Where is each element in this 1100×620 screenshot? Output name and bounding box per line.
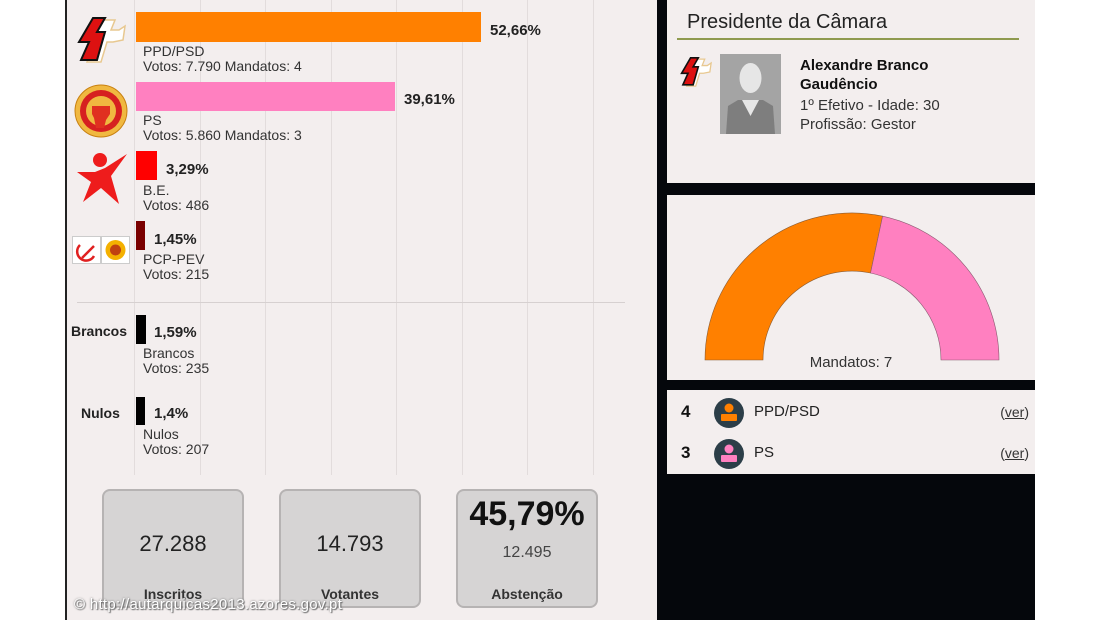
stat-abstencao: 45,79% 12.495 Abstenção [456, 489, 598, 608]
pct-nulos: 1,4% [154, 405, 189, 422]
grid-line [134, 0, 135, 475]
right-column: Presidente da Câmara Alexandre Branco Ga… [667, 0, 1035, 620]
party-name: PCP-PEV [143, 251, 205, 267]
seat-party-name: PPD/PSD [754, 403, 820, 420]
psd-arrow-logo-icon [75, 12, 131, 68]
votantes-label: Votantes [320, 586, 380, 602]
grid-line [593, 0, 594, 475]
bar-be [136, 151, 157, 180]
grid-line [396, 0, 397, 475]
president-info: 1º Efetivo - Idade: 30 Profissão: Gestor [800, 96, 940, 134]
label-be: B.E. Votos: 486 [143, 183, 209, 213]
grid-line [200, 0, 201, 475]
stat-inscritos: 27.288 Inscritos [102, 489, 244, 608]
ver-link-text[interactable]: ver [1004, 445, 1025, 461]
person-icon [714, 398, 744, 428]
ver-link-ppd-psd[interactable]: (ver) [1000, 404, 1029, 420]
president-name-line1: Alexandre Branco [800, 57, 929, 74]
party-name: PPD/PSD [143, 43, 205, 59]
pct-be: 3,29% [166, 161, 209, 178]
seats-list-card: 4 PPD/PSD (ver) 3 PS (ver) [667, 390, 1035, 474]
other-votes: Votos: 207 [143, 441, 210, 457]
bar-nulos [136, 397, 145, 425]
bar-ppd-psd [136, 12, 481, 42]
seat-row-ppd-psd: 4 PPD/PSD (ver) [667, 391, 1035, 431]
abstencao-pct: 45,79% [469, 495, 585, 533]
label-ps: PS Votos: 5.860 Mandatos: 3 [143, 113, 302, 143]
ver-link-ps[interactable]: (ver) [1000, 445, 1029, 461]
bar-pcp-pev [136, 221, 145, 250]
be-star-logo-icon [75, 150, 131, 208]
ver-link-text[interactable]: ver [1004, 404, 1025, 420]
pct-ps: 39,61% [404, 91, 455, 108]
seats-half-donut-chart [704, 212, 1000, 361]
stat-votantes: 14.793 Votantes [279, 489, 421, 608]
other-name: Brancos [143, 345, 195, 361]
label-brancos: Brancos Votos: 235 [143, 346, 209, 376]
seat-count: 3 [681, 443, 691, 462]
person-icon [714, 439, 744, 469]
other-votes: Votos: 235 [143, 360, 210, 376]
party-votes: Votos: 215 [143, 266, 210, 282]
president-title: Presidente da Câmara [687, 11, 888, 33]
separator-line [77, 302, 625, 303]
grid-line [462, 0, 463, 475]
votantes-value: 14.793 [316, 531, 384, 556]
ps-fist-logo-icon [74, 84, 128, 138]
side-label-nulos: Nulos [81, 405, 120, 421]
panel-divider [657, 0, 667, 620]
label-ppd-psd: PPD/PSD Votos: 7.790 Mandatos: 4 [143, 44, 302, 74]
bar-ps [136, 82, 395, 111]
president-card: Presidente da Câmara Alexandre Branco Ga… [667, 0, 1035, 183]
seats-chart-card: Mandatos: 7 [667, 195, 1035, 380]
other-name: Nulos [143, 426, 179, 442]
pct-pcp-pev: 1,45% [154, 231, 197, 248]
president-photo-placeholder [720, 54, 781, 134]
cdu-hammer-sickle-sunflower-logo-icon [72, 236, 130, 264]
grid-line [331, 0, 332, 475]
bar-brancos [136, 315, 146, 344]
seat-party-name: PS [754, 444, 775, 461]
seat-row-ps: 3 PS (ver) [667, 432, 1035, 472]
inscritos-value: 27.288 [139, 531, 207, 556]
party-votes: Votos: 5.860 Mandatos: 3 [143, 127, 302, 143]
seat-count: 4 [681, 402, 691, 421]
grid-line [265, 0, 266, 475]
abstencao-value: 12.495 [502, 544, 552, 561]
mandatos-total: Mandatos: 7 [809, 354, 893, 371]
grid-line [527, 0, 528, 475]
party-name: PS [143, 112, 162, 128]
psd-arrow-logo-icon [679, 54, 715, 90]
president-name: Alexandre Branco Gaudêncio [800, 56, 928, 94]
label-pcp-pev: PCP-PEV Votos: 215 [143, 252, 209, 282]
watermark-text: © http://autarquicas2013.azores.gov.pt [74, 596, 343, 613]
inscritos-label: Inscritos [143, 586, 203, 602]
pct-brancos: 1,59% [154, 324, 197, 341]
president-name-line2: Gaudêncio [800, 76, 878, 93]
label-nulos: Nulos Votos: 207 [143, 427, 209, 457]
abstencao-label: Abstenção [491, 586, 563, 602]
pct-ppd-psd: 52,66% [490, 22, 541, 39]
title-underline [677, 38, 1019, 40]
party-votes: Votos: 7.790 Mandatos: 4 [143, 58, 302, 74]
side-label-brancos: Brancos [71, 323, 128, 339]
results-panel: 52,66% PPD/PSD Votos: 7.790 Mandatos: 4 … [65, 0, 657, 620]
party-votes: Votos: 486 [143, 197, 210, 213]
president-role-age: 1º Efetivo - Idade: 30 [800, 97, 940, 114]
president-profession: Profissão: Gestor [800, 116, 916, 133]
party-name: B.E. [143, 182, 170, 198]
